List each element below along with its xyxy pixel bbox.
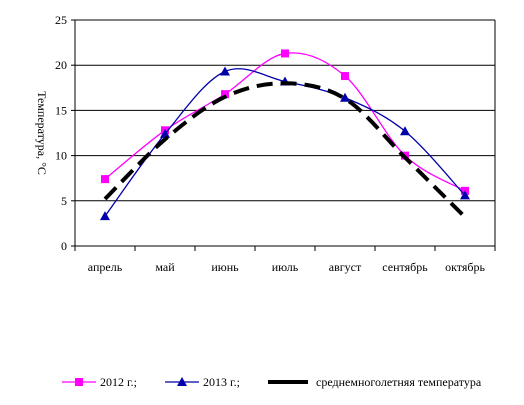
x-tick-label-6: октябрь [445,260,485,274]
series-0-point-3 [281,49,289,58]
x-tick-label-0: апрель [88,260,123,274]
y-axis-label: Температура, °С [35,91,49,175]
x-tick-label-2: июнь [211,260,239,274]
x-tick-label-1: май [155,260,175,274]
x-tick-label-4: август [329,260,362,274]
y-tick-label-10: 10 [55,149,67,163]
y-tick-label-5: 5 [61,194,67,208]
x-tick-label-3: июль [272,260,299,274]
series-line-0 [104,52,466,192]
series-0-point-0 [101,175,109,184]
y-tick-label-15: 15 [55,103,67,117]
series-group [100,49,470,221]
series-1-point-4 [340,92,350,102]
series-1-point-1 [160,128,170,138]
legend-label-1: 2013 г.; [203,375,240,389]
y-tick-label-20: 20 [55,58,67,72]
series-1-point-2 [220,66,230,76]
series-0-point-2 [221,90,229,99]
legend-marker-1 [177,377,187,386]
series-0-point-4 [341,72,349,81]
legend-marker-0 [75,378,83,386]
legend-label-2: среднемноголетняя температура [316,375,482,389]
y-axis-ticks: 0 5 10 15 20 25 [55,13,75,253]
series-1-point-5 [400,126,410,136]
x-axis-ticks: апрель май июнь июль август сентябрь октябрь [74,246,496,274]
series-1-point-6 [460,190,470,200]
x-tick-label-5: сентябрь [382,260,428,274]
series-1-point-0 [100,211,110,221]
y-tick-label-25: 25 [55,13,67,27]
series-line-2 [103,81,467,219]
legend-label-0: 2012 г.; [100,375,137,389]
legend: 2012 г.; 2013 г.; среднемноголетняя темпер… [62,375,482,389]
y-tick-label-0: 0 [61,239,67,253]
